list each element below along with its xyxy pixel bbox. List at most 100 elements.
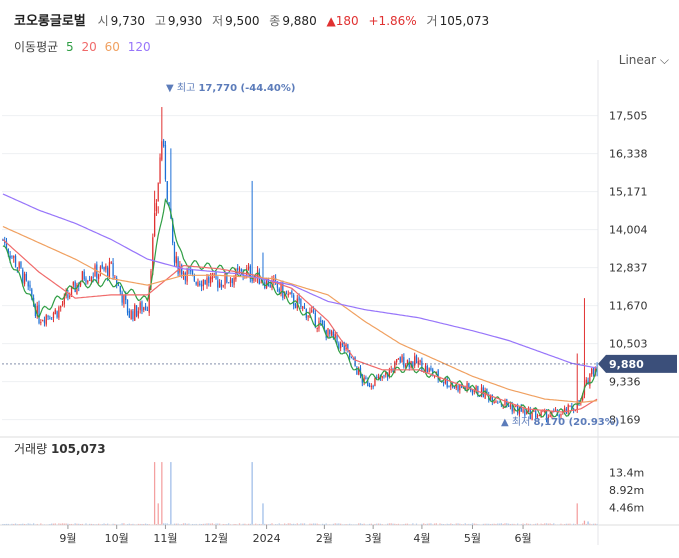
volume-bar xyxy=(228,523,230,525)
volume-bar xyxy=(300,523,302,525)
candle-body xyxy=(558,414,560,417)
candle-body xyxy=(589,373,591,386)
candle-body xyxy=(211,273,214,280)
candle-body xyxy=(350,356,353,358)
candle-body xyxy=(428,368,430,373)
volume-bar xyxy=(374,523,376,525)
candle-body xyxy=(448,385,450,387)
volume-bar xyxy=(363,523,365,525)
volume-bar xyxy=(63,523,65,525)
volume-bar xyxy=(218,523,221,525)
volume-bar xyxy=(359,523,362,525)
candle-body xyxy=(343,342,345,351)
candle-body xyxy=(461,385,463,388)
volume-bar xyxy=(482,523,484,525)
candle-body xyxy=(177,257,179,274)
volume-tick-label: 4.46m xyxy=(609,501,644,514)
volume-bar xyxy=(284,523,286,525)
candle-body xyxy=(444,378,447,384)
candle-body xyxy=(166,181,168,200)
volume-bar xyxy=(421,523,423,525)
candle-body xyxy=(144,306,147,310)
candle-body xyxy=(110,262,112,264)
volume-bar xyxy=(473,523,475,525)
volume-bar xyxy=(309,523,311,525)
scale-toggle[interactable]: Linear ⌵ xyxy=(619,53,669,68)
volume-bar xyxy=(238,523,241,525)
volume-tick-label: 13.4m xyxy=(609,466,644,479)
volume-bar xyxy=(392,523,394,525)
candle-body xyxy=(52,313,55,319)
candle-body xyxy=(302,306,304,309)
volume-bar xyxy=(325,523,327,525)
volume-bar xyxy=(390,523,392,525)
candle-body xyxy=(394,361,396,374)
volume-bar xyxy=(553,523,555,525)
candle-body xyxy=(31,289,33,299)
candle-body xyxy=(69,296,71,298)
candle-body xyxy=(334,334,336,338)
volume-bar xyxy=(206,523,208,525)
volume-bar xyxy=(296,523,298,525)
volume-bar xyxy=(163,523,165,525)
volume-bar xyxy=(32,523,35,525)
candle-body xyxy=(135,305,138,316)
candle-body xyxy=(582,394,584,401)
volume-bar xyxy=(361,523,363,525)
candle-body xyxy=(419,360,421,363)
candle-body xyxy=(388,370,391,377)
max-price-value: 17,770 (-44.40%) xyxy=(198,83,295,94)
candle-body xyxy=(204,279,206,285)
volume-bar xyxy=(51,523,53,525)
volume-bar xyxy=(336,523,338,525)
volume-bar xyxy=(170,462,172,525)
moving-average-legend[interactable]: 이동평균 5 20 60 120 xyxy=(14,38,151,55)
volume-bar xyxy=(302,523,304,525)
volume-bar xyxy=(430,523,432,525)
volume-bar xyxy=(78,523,80,525)
price-tick-label: 15,171 xyxy=(609,186,648,199)
volume-bar xyxy=(516,523,519,525)
volume-bar xyxy=(121,523,123,525)
volume-bar xyxy=(457,523,459,525)
candle-body xyxy=(533,410,535,413)
candle-body xyxy=(424,365,427,372)
candle-body xyxy=(526,411,528,415)
candle-body xyxy=(293,295,295,306)
volume-bar xyxy=(536,523,539,525)
volume-bar xyxy=(65,523,67,525)
volume-bar xyxy=(468,523,470,525)
volume-bar xyxy=(211,523,214,525)
volume-bar xyxy=(208,523,210,525)
candle-body xyxy=(56,311,58,318)
candle-body xyxy=(20,261,22,268)
candle-body xyxy=(560,413,562,416)
stock-header: 코오롱글로벌 시 9,730 고 9,930 저 9,500 종 9,880 ▲180 … xyxy=(14,10,495,29)
volume-bar xyxy=(435,523,437,525)
candle-body xyxy=(233,277,235,285)
candle-body xyxy=(493,401,495,404)
volume-bar xyxy=(11,523,13,525)
candle-body xyxy=(208,277,210,283)
candle-body xyxy=(79,281,82,286)
volume-bar xyxy=(88,523,91,525)
candle-body xyxy=(191,269,194,274)
candle-body xyxy=(278,288,280,292)
volume-bar xyxy=(61,523,64,525)
candle-body xyxy=(16,267,18,269)
volume-bar xyxy=(7,523,9,525)
volume-panel-value: 105,073 xyxy=(51,442,106,456)
candle-body xyxy=(374,378,376,386)
volume-bar xyxy=(159,523,161,525)
candle-body xyxy=(401,355,403,363)
candle-body xyxy=(218,282,221,288)
volume-bar xyxy=(576,503,578,525)
volume-bar xyxy=(412,523,414,525)
volume-bar xyxy=(27,523,29,525)
volume-bar xyxy=(316,523,318,525)
candle-body xyxy=(217,280,219,288)
candle-body xyxy=(502,404,504,406)
candle-body xyxy=(181,265,183,275)
candle-body xyxy=(571,406,573,410)
